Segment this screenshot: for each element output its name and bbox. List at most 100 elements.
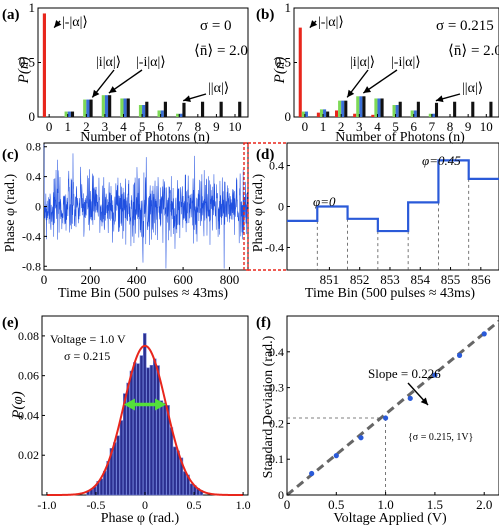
bar-1 (316, 112, 320, 117)
panel-f: (f) Standard Deviation (rad.) Voltage Ap… (256, 315, 499, 526)
bar-1 (67, 111, 71, 117)
y-tick-label: 0.06 (18, 369, 39, 383)
y-tick-label: 0.4 (269, 345, 284, 359)
panel-f-slope-label: Slope = 0.226 (368, 366, 441, 381)
x-tick-label: -1.0 (37, 498, 56, 512)
histogram-bar (149, 365, 154, 496)
panel-d-label: (d) (256, 147, 274, 163)
x-tick-label: 3 (356, 119, 363, 134)
bar-7 (431, 113, 435, 117)
panel-e-voltage: Voltage = 1.0 V (50, 332, 126, 346)
data-point (309, 470, 315, 477)
y-tick-label: 0 (29, 109, 36, 124)
panel-a-ylabel: P(n) (16, 57, 32, 85)
x-tick-label: 1 (64, 119, 71, 134)
y-tick-label: 1 (29, 0, 36, 15)
bar-10 (489, 101, 493, 117)
bar-5 (392, 105, 396, 117)
panel-e: (e) P(φ) Phase φ (rad.) -1.0 -0.5 0 0.5 1.0 0… (2, 315, 251, 526)
panel-e-sigma: σ = 0.215 (64, 349, 110, 363)
fit-line (286, 319, 499, 497)
panel-b-xlabel: Number of Photons (n) (335, 130, 465, 145)
histogram-bar (159, 400, 164, 496)
x-tick-label: 600 (173, 272, 193, 287)
panel-b-ylabel: P(n) (272, 57, 288, 85)
x-tick-label: 852 (350, 272, 370, 287)
histogram-bar (179, 457, 184, 496)
x-tick-label: -0.5 (86, 498, 105, 512)
state-label-minus-i: |-i|α|⟩ (391, 55, 421, 70)
y-tick-label: 0.4 (26, 170, 41, 184)
data-point (407, 395, 413, 401)
bar-6 (413, 110, 417, 117)
bar-9 (219, 101, 223, 117)
x-tick-label: 9 (213, 119, 220, 134)
x-tick-label: 8 (195, 119, 202, 134)
bar-2 (341, 100, 345, 117)
histogram-bar (113, 442, 117, 496)
y-tick-label: 0.3 (269, 381, 284, 395)
bar-1 (319, 109, 324, 117)
bar-2 (335, 110, 339, 117)
bar-2 (86, 99, 90, 117)
panel-e-label: (e) (2, 315, 19, 331)
x-tick-label: 6 (410, 119, 417, 134)
x-tick-label: 7 (429, 119, 436, 134)
histogram-bar (183, 471, 187, 496)
state-label-i: |i|α|⟩ (96, 55, 121, 70)
x-tick-label: 5 (139, 119, 146, 134)
x-tick-label: 800 (220, 272, 240, 287)
bar-7 (434, 102, 439, 117)
histogram-bar (116, 435, 120, 496)
y-tick-label: 0.08 (18, 329, 39, 343)
sigma-arrow-left (123, 398, 135, 411)
histogram-bar (153, 358, 157, 496)
y-tick-label: 0.5 (19, 55, 35, 70)
bar-6 (163, 101, 167, 117)
y-tick-label: 0.2 (269, 416, 284, 430)
histogram-bar (163, 402, 167, 496)
y-tick-label: 0.02 (18, 448, 39, 462)
x-tick-label: 0 (284, 497, 291, 512)
y-tick-label: -0.8 (22, 259, 41, 273)
x-tick-label: 8 (447, 119, 454, 134)
panel-b-label: (b) (256, 7, 274, 23)
histogram-bar (173, 446, 177, 496)
bar-4 (377, 98, 381, 117)
zoom-connector (243, 142, 287, 271)
panel-f-point-label: {σ = 0.215, 1V} (408, 432, 473, 443)
state-arrow-minus-head (54, 20, 62, 28)
panel-a-sigma: σ = 0 (200, 18, 232, 34)
state-label-abs: ||α|⟩ (208, 81, 229, 96)
data-point (358, 435, 364, 441)
phase-step-trace (287, 159, 499, 233)
bar-2 (89, 99, 93, 117)
panel-c-label: (c) (2, 147, 19, 163)
histogram-bar (136, 363, 140, 496)
state-label-minus-i: |-i|α|⟩ (136, 55, 166, 70)
y-tick-label: 0 (278, 200, 284, 214)
panel-d-ylabel: Phase φ (rad.) (251, 173, 266, 252)
bar-3 (362, 96, 366, 117)
x-tick-label: 854 (411, 272, 431, 287)
panel-c-xlabel: Time Bin (500 pulses ≈ 43ms) (58, 286, 228, 301)
bar-1 (64, 111, 68, 117)
bar-4 (123, 98, 127, 117)
histogram-bar (129, 370, 134, 496)
histogram-bar (143, 333, 147, 496)
histogram-bar (133, 362, 137, 496)
data-point (481, 331, 487, 337)
bar-7 (179, 113, 183, 117)
x-tick-label: 3 (102, 119, 109, 134)
bar-7 (428, 113, 432, 117)
panel-a-nbar: ⟨n̄⟩ = 2.0 (194, 43, 248, 59)
panel-a-xlabel: Number of Photons (n) (80, 130, 210, 145)
x-tick-label: 2.0 (476, 497, 492, 512)
y-tick-label: 0.8 (26, 140, 41, 154)
panel-a-label: (a) (2, 7, 20, 23)
panel-f-ylabel: Standard Deviation (rad.) (261, 335, 276, 478)
x-tick-label: 6 (157, 119, 164, 134)
bar-5 (138, 105, 143, 117)
data-point (333, 453, 339, 459)
